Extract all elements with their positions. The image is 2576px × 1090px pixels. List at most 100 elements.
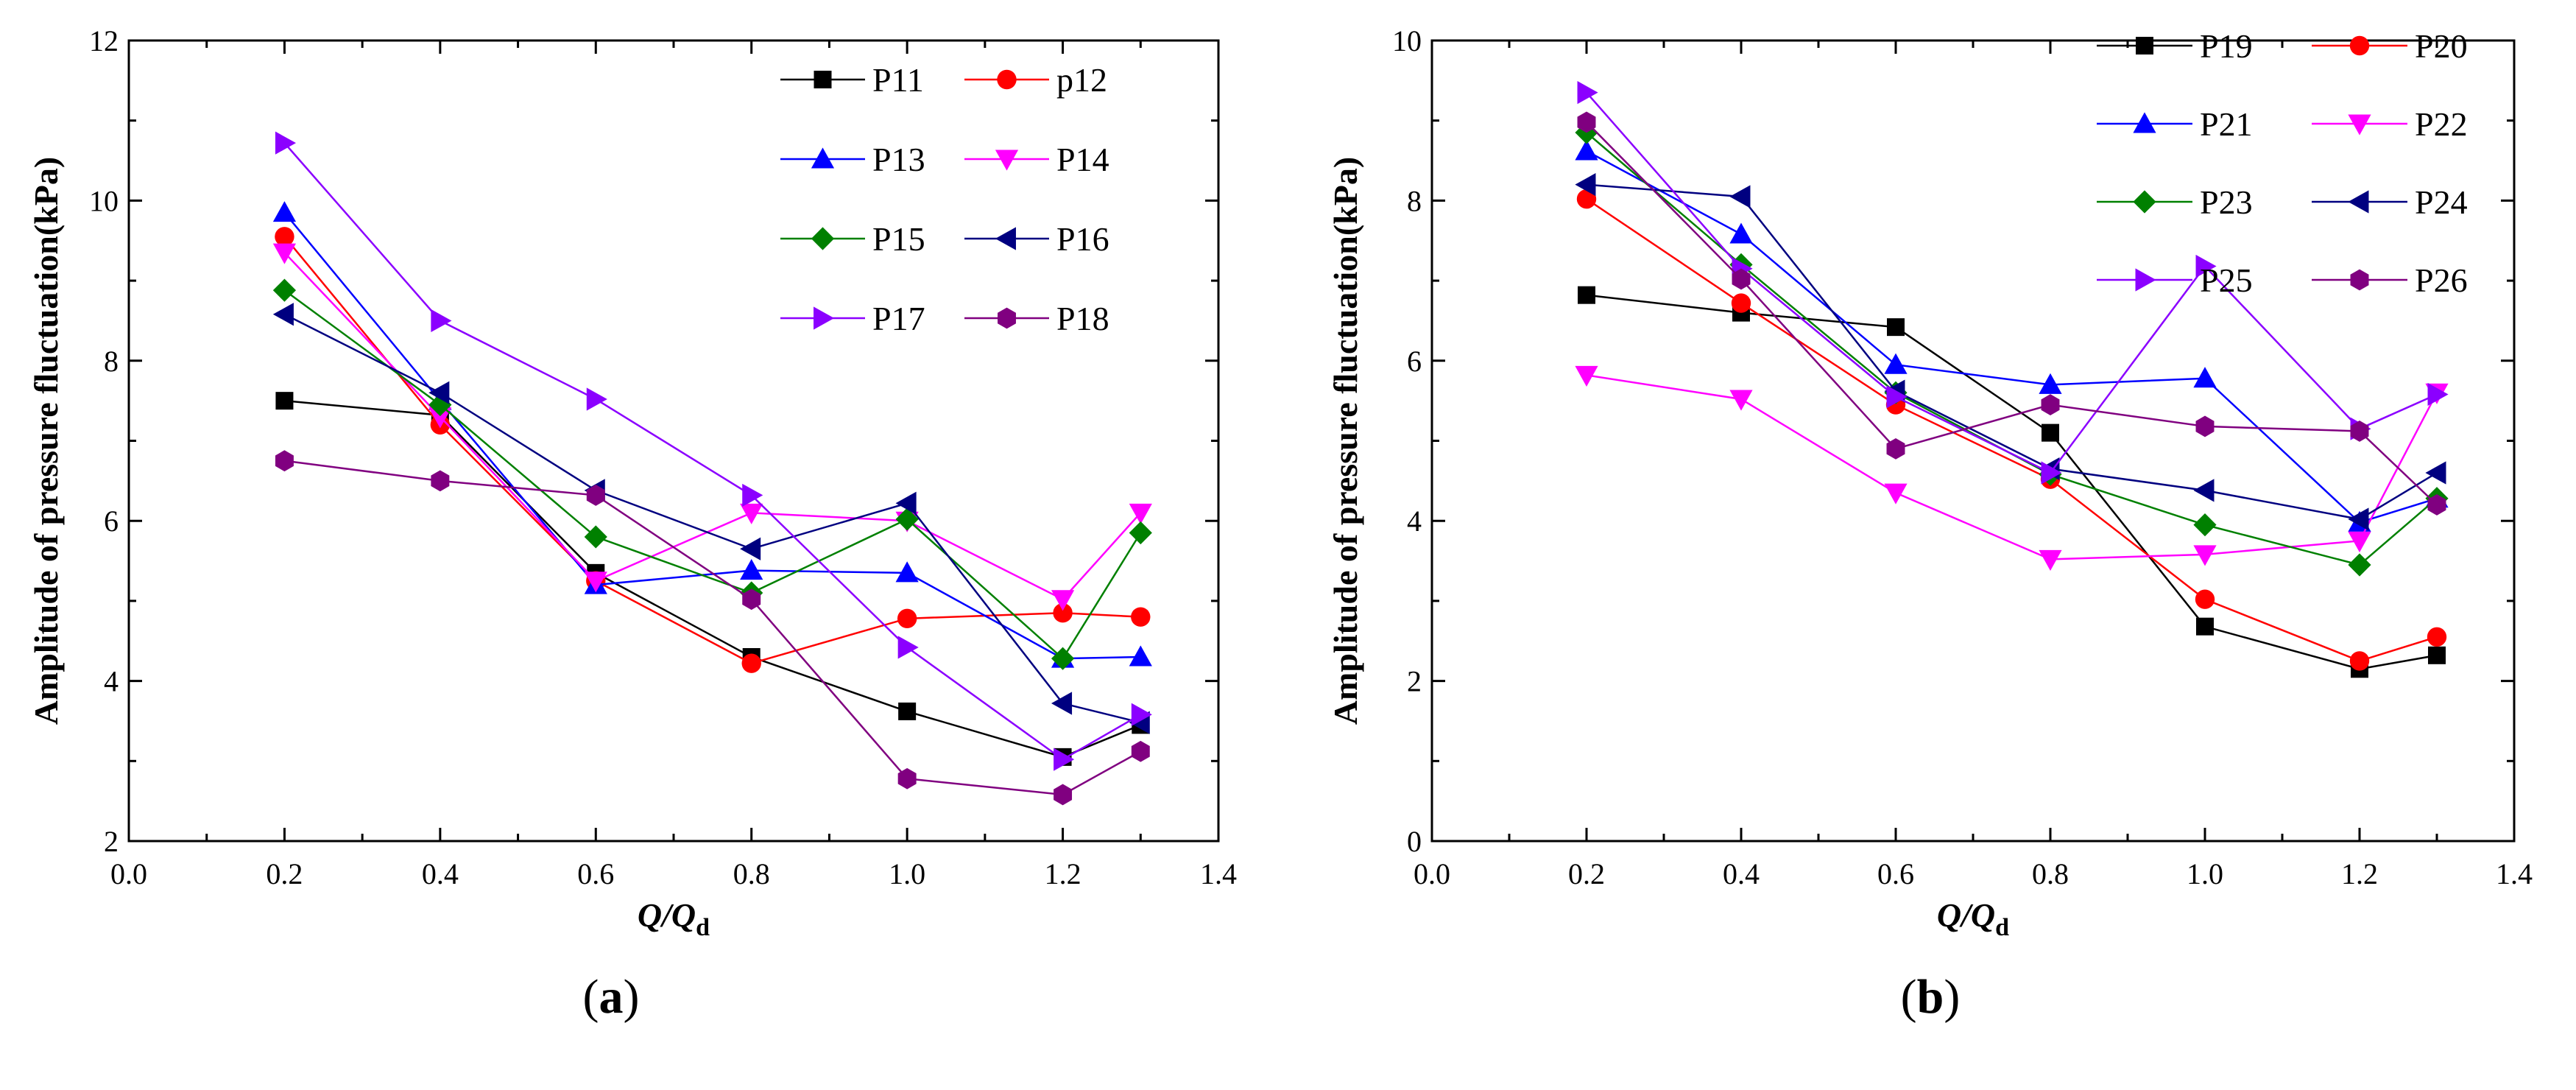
data-point-P14 [584,572,607,593]
panel-label-open: ( [1901,970,1917,1024]
data-point-P18 [1054,784,1073,806]
data-point-P26 [1577,111,1596,133]
series-line-P21 [1586,150,2438,524]
data-point-P24 [2193,479,2215,502]
data-point-P16 [1051,692,1073,715]
legend-marker-P18 [998,307,1016,329]
data-point-P26 [1732,268,1751,290]
y-tick-label: 8 [1407,184,1422,217]
series-P26 [1577,111,2446,516]
data-point-P14 [272,243,297,264]
legend-label-P15: P15 [872,220,925,258]
data-point-P20 [1576,189,1597,209]
series-line-p12 [283,236,1141,665]
data-point-P26 [2195,415,2215,437]
data-point-P13 [895,561,919,583]
data-point-P13 [1129,645,1152,667]
data-point-p12 [1053,603,1073,623]
x-axis-title-q: Q [1937,896,1961,934]
data-point-P20 [2349,651,2370,671]
data-point-P24 [1575,173,1596,197]
panel-label-close: ) [624,970,640,1024]
x-tick-label: 1.0 [889,857,925,890]
data-point-P16 [895,491,917,515]
data-point-P16 [740,537,761,560]
data-point-P11 [898,702,917,720]
data-point-P21 [1575,139,1598,161]
x-axis-title-qd: Q [1971,896,1995,934]
series-line-P19 [1586,294,2438,670]
panel-label-open: ( [583,970,599,1024]
x-tick-label: 0.2 [266,857,303,890]
legend-marker-P25 [2135,268,2156,292]
legend-marker-P14 [995,150,1019,171]
x-tick-label: 1.0 [2187,857,2223,890]
data-point-P22 [2348,531,2371,552]
data-point-P15 [1051,647,1075,670]
legend-label-P14: P14 [1056,141,1109,178]
x-tick-label: 0.6 [1877,857,1914,890]
x-axis-title: Q/Qd [638,896,710,941]
data-point-P23 [2348,553,2371,577]
series-P24 [1575,173,2446,531]
data-point-P15 [428,393,452,417]
legend-marker-P16 [995,227,1016,250]
legend-label-P22: P22 [2415,105,2468,143]
series-P14 [272,243,1152,611]
legend-label-P19: P19 [2200,27,2253,65]
data-point-P21 [2039,373,2062,394]
panel-label: (a) [583,970,640,1024]
data-point-p12 [741,653,761,673]
series-line-P23 [1586,132,2438,566]
x-axis-title-slash: / [660,896,674,934]
series-P21 [1575,139,2449,532]
data-point-P25 [1577,81,1598,105]
data-point-P17 [742,483,763,507]
x-tick-label: 0.8 [2032,857,2069,890]
panel-label-letter: b [1917,970,1944,1024]
y-tick-label: 4 [1407,504,1422,538]
x-tick-label: 0.6 [577,857,614,890]
data-point-P25 [1886,385,1908,409]
data-point-P19 [1578,286,1595,304]
x-tick-label: 0.4 [1723,857,1760,890]
data-point-P21 [1884,353,1908,374]
series-line-P26 [1586,121,2438,506]
data-point-P18 [1131,740,1150,762]
data-point-P24 [1729,185,1751,208]
y-axis-title: Amplitude of pressure fluctuation(kPa) [1327,157,1364,725]
data-point-p12 [897,608,917,629]
legend-label-P21: P21 [2200,105,2253,143]
legend-label-P24: P24 [2415,183,2468,221]
y-tick-label: 8 [104,345,119,378]
data-point-P19 [2196,617,2214,636]
data-point-P14 [1051,590,1075,611]
series-P16 [272,303,1150,734]
data-point-P26 [2427,494,2446,516]
legend: P11 p12 P13 P14 P15 P16 P17 P18 [780,61,1109,337]
x-tick-label: 1.2 [1045,857,1081,890]
y-tick-label: 2 [104,825,119,858]
data-point-P15 [272,278,297,302]
data-point-P22 [1729,390,1753,411]
data-point-P25 [2195,254,2217,278]
legend-label-P13: P13 [872,141,925,178]
data-point-P17 [1054,748,1075,771]
data-point-P23 [2193,513,2217,537]
y-axis-title: Amplitude of pressure fluctuation(kPa) [27,157,65,725]
series-P17 [275,131,1152,771]
data-point-P15 [584,525,607,549]
x-axis-title-q: Q [638,896,662,934]
x-tick-label: 0.0 [1414,857,1450,890]
legend-label-P18: P18 [1056,300,1109,337]
series-line-P15 [283,289,1142,661]
x-tick-label: 1.4 [2496,857,2533,890]
x-axis-title: Q/Qd [1937,896,2009,941]
y-tick-label: 0 [1407,825,1422,858]
series-line-P18 [284,460,1141,796]
panel-label-letter: a [599,970,624,1024]
series-P15 [272,278,1152,670]
legend-marker-P24 [2348,190,2369,214]
